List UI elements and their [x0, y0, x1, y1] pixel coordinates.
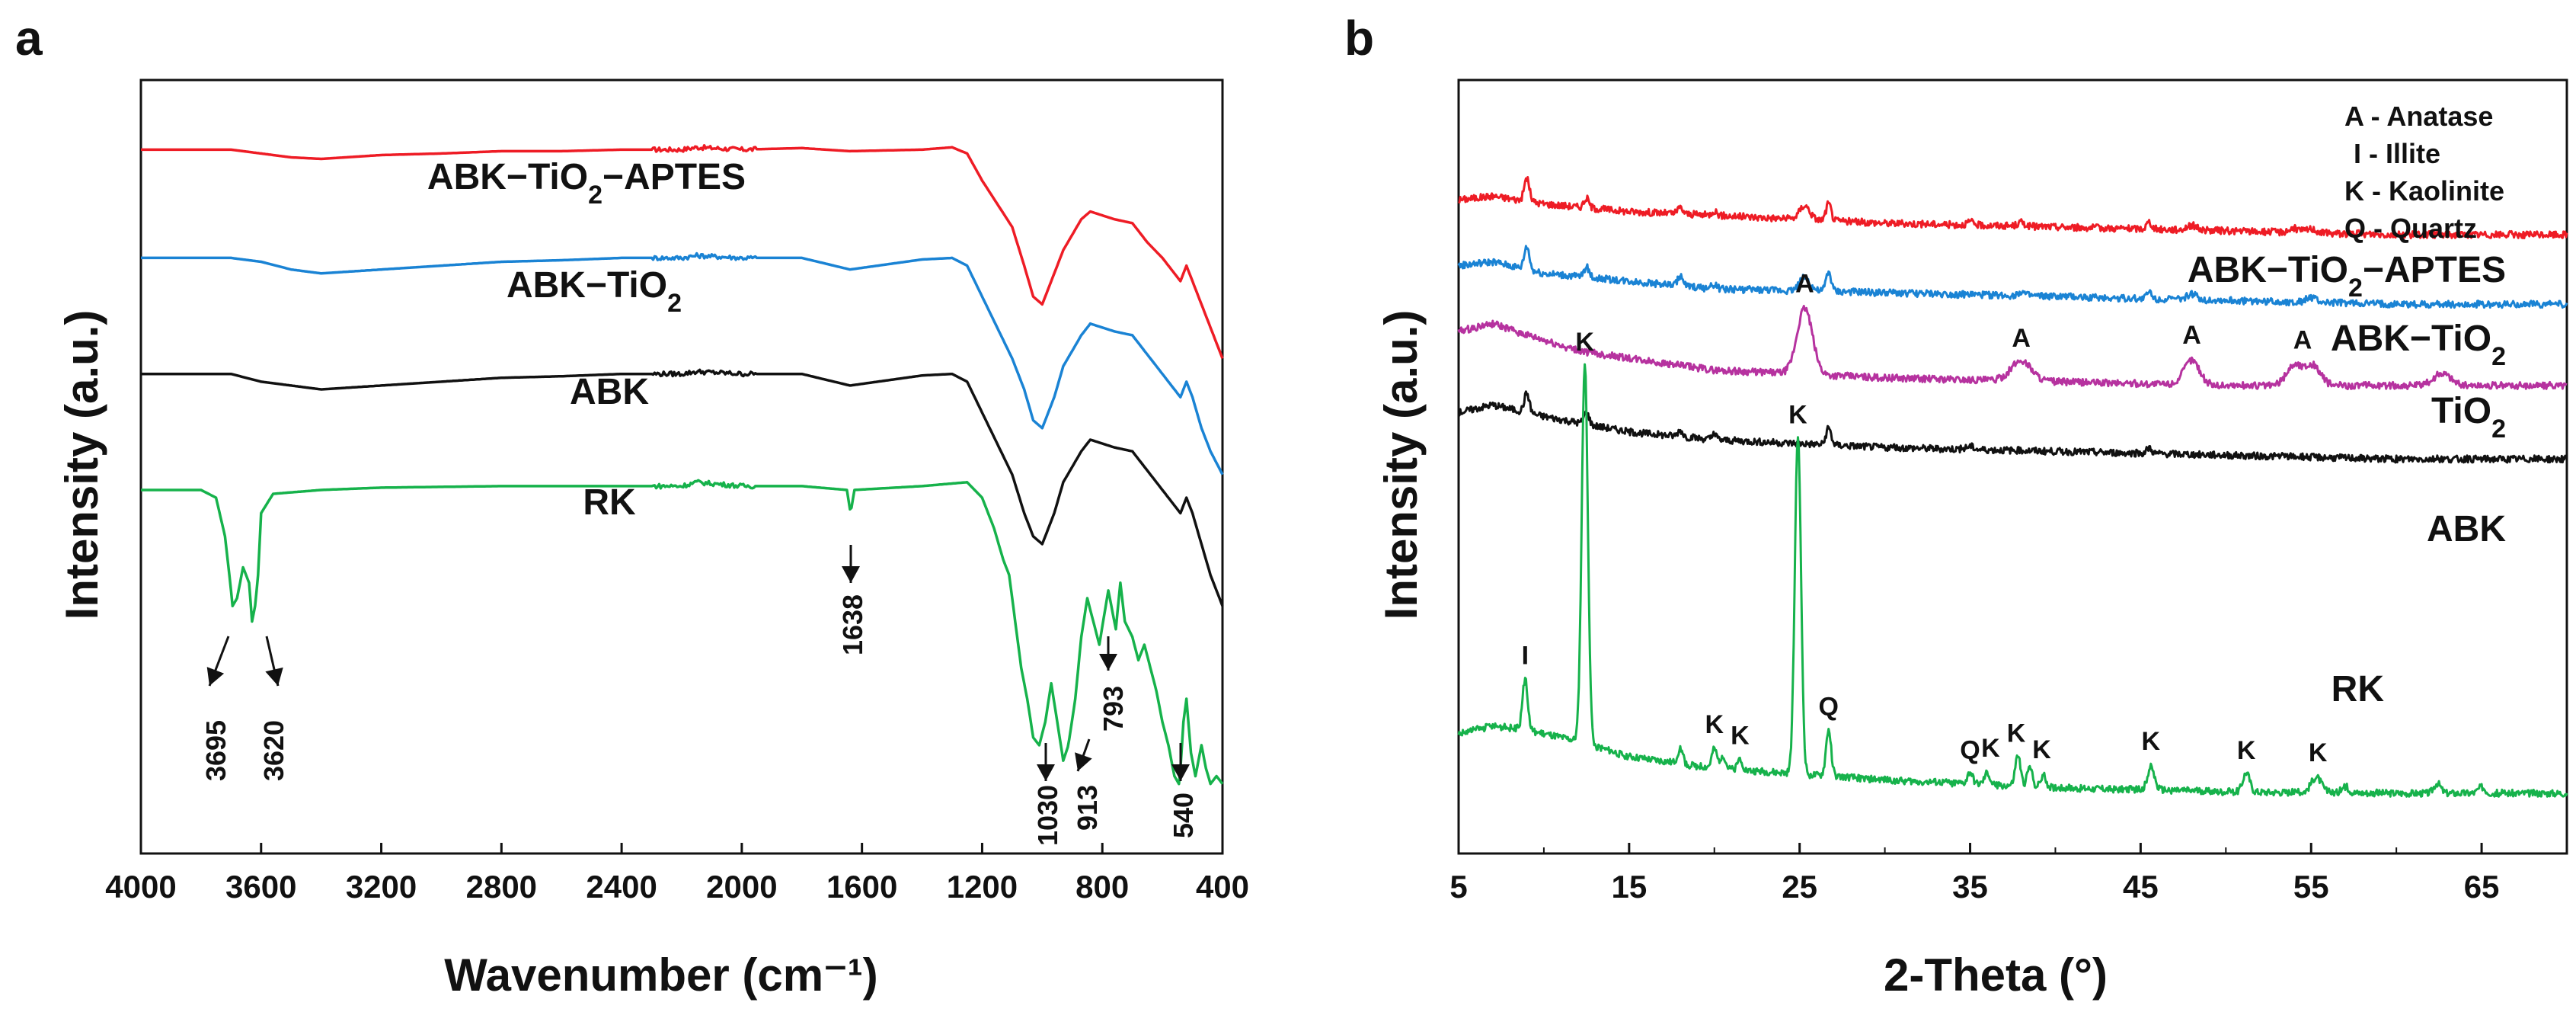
- xrd-series-label-abk-tio-aptes: ABK−TiO2−APTES: [2188, 250, 2506, 303]
- ftir-series-label-abk-tio-aptes: ABK−TiO2−APTES: [427, 157, 746, 210]
- ftir-x-axis-title: Wavenumber (cm⁻¹): [444, 950, 878, 1001]
- xrd-peak-label-q-9: Q: [1819, 693, 1839, 722]
- xrd-series-line-abk: [1458, 390, 2568, 464]
- ftir-x-tick-label: 2000: [706, 869, 777, 905]
- ftir-series-line-abk-tio-aptes: [141, 144, 1224, 360]
- ftir-annotation-arrowhead-3620: [265, 667, 283, 686]
- ftir-y-axis-title: Intensity (a.u.): [56, 310, 107, 620]
- xrd-x-tick-label: 55: [2293, 869, 2329, 905]
- ftir-x-tick-label: 3200: [346, 869, 417, 905]
- ftir-annotation-arrowhead-1030: [1037, 764, 1055, 781]
- ftir-plot-frame: [139, 78, 1224, 855]
- xrd-peak-label-k-5: K: [1788, 401, 1807, 430]
- xrd-peak-label-k-8: K: [1731, 721, 1750, 750]
- xrd-series-label-abk-tio: ABK−TiO2: [2331, 319, 2506, 371]
- xrd-series-label-rk: RK: [2332, 669, 2385, 709]
- xrd-x-axis-title: 2-Theta (°): [1884, 950, 2108, 1001]
- xrd-x-tick-label: 15: [1611, 869, 1647, 905]
- ftir-x-tick-label: 4000: [105, 869, 176, 905]
- ftir-series-line-rk: [141, 479, 1224, 786]
- ftir-annotation-arrowhead-3695: [206, 667, 225, 686]
- xrd-series-line-abk-tio-aptes: [1458, 176, 2568, 239]
- ftir-series-line-abk-tio: [141, 251, 1224, 476]
- xrd-x-tick-label: 65: [2464, 869, 2500, 905]
- phase-key-anatase: A - Anatase: [2344, 101, 2493, 132]
- xrd-peak-label-a-3: A: [2293, 326, 2312, 355]
- ftir-annotation-label-1030: 1030: [1032, 785, 1063, 846]
- xrd-peak-label-a-1: A: [2012, 324, 2031, 353]
- xrd-plot-frame: [1457, 78, 2568, 855]
- xrd-peak-label-k-7: K: [1705, 710, 1724, 739]
- ftir-annotation-arrowhead-793: [1099, 654, 1117, 671]
- panel-letter-b: b: [1344, 11, 1374, 66]
- ftir-x-tick-label: 1200: [947, 869, 1018, 905]
- xrd-peak-label-i-6: I: [1522, 642, 1529, 671]
- phase-key-quartz: Q - Quartz: [2344, 213, 2477, 244]
- ftir-x-tick-label: 3600: [225, 869, 296, 905]
- xrd-peak-label-k-11: K: [1981, 734, 2000, 763]
- xrd-peak-label-k-4: K: [1575, 328, 1594, 357]
- ftir-annotation-arrowhead-913: [1075, 752, 1092, 771]
- xrd-x-tick-label: 25: [1782, 869, 1817, 905]
- xrd-series-line-tio: [1457, 305, 2568, 390]
- ftir-annotation-arrowhead-1638: [842, 566, 860, 583]
- phase-key: A - Anatase I - Illite K - Kaolinite Q -…: [2344, 101, 2504, 244]
- ftir-x-tick-label: 2800: [466, 869, 537, 905]
- ftir-annotation-label-1638: 1638: [837, 594, 868, 655]
- xrd-series-label-tio: TiO2: [2431, 391, 2506, 444]
- xrd-x-tick-label: 45: [2123, 869, 2159, 905]
- xrd-peak-label-a-2: A: [2182, 321, 2201, 350]
- xrd-series-label-abk: ABK: [2427, 509, 2506, 549]
- ftir-x-tick-label: 2400: [586, 869, 657, 905]
- ftir-annotation-label-540: 540: [1168, 793, 1199, 838]
- xrd-x-tick-label: 35: [1952, 869, 1988, 905]
- ftir-series-label-abk-tio: ABK−TiO2: [507, 265, 682, 318]
- ftir-x-tick-label: 800: [1075, 869, 1129, 905]
- phase-key-kaolinite: K - Kaolinite: [2344, 175, 2504, 207]
- ftir-x-tick-label: 400: [1196, 869, 1249, 905]
- xrd-peak-label-k-16: K: [2309, 738, 2328, 767]
- ftir-annotation-arrowhead-540: [1171, 764, 1190, 781]
- xrd-peak-label-k-12: K: [2007, 719, 2026, 748]
- ftir-annotation-label-3620: 3620: [258, 720, 289, 781]
- ftir-series-label-rk: RK: [583, 482, 636, 523]
- xrd-peak-label-k-13: K: [2032, 735, 2051, 764]
- xrd-peak-label-a-0: A: [1795, 269, 1814, 298]
- xrd-peak-label-k-14: K: [2142, 727, 2161, 756]
- ftir-annotation-label-793: 793: [1098, 686, 1129, 732]
- xrd-chart: 5 15 25 35 45 55 65 ABK−TiO2−APTES ABK−TiO2 TiO2 A…: [1449, 78, 2568, 905]
- xrd-peak-label-k-15: K: [2237, 736, 2256, 765]
- phase-key-illite: I - Illite: [2354, 138, 2440, 169]
- ftir-chart: 4000 3600 3200 2800 2400 2000 1600 1200 800 400 AB…: [105, 78, 1249, 905]
- xrd-y-axis-title: Intensity (a.u.): [1376, 310, 1427, 620]
- ftir-annotation-label-3695: 3695: [200, 720, 232, 781]
- xrd-series-line-abk-tio: [1457, 245, 2568, 309]
- xrd-series-line-rk: [1457, 363, 2568, 798]
- ftir-series-line-abk: [141, 368, 1224, 607]
- ftir-annotation-label-913: 913: [1072, 785, 1103, 831]
- xrd-peak-label-q-10: Q: [1960, 736, 1980, 765]
- ftir-x-tick-label: 1600: [826, 869, 897, 905]
- xrd-x-tick-label: 5: [1449, 869, 1467, 905]
- ftir-series-label-abk: ABK: [570, 372, 649, 412]
- panel-letter-a: a: [15, 11, 43, 66]
